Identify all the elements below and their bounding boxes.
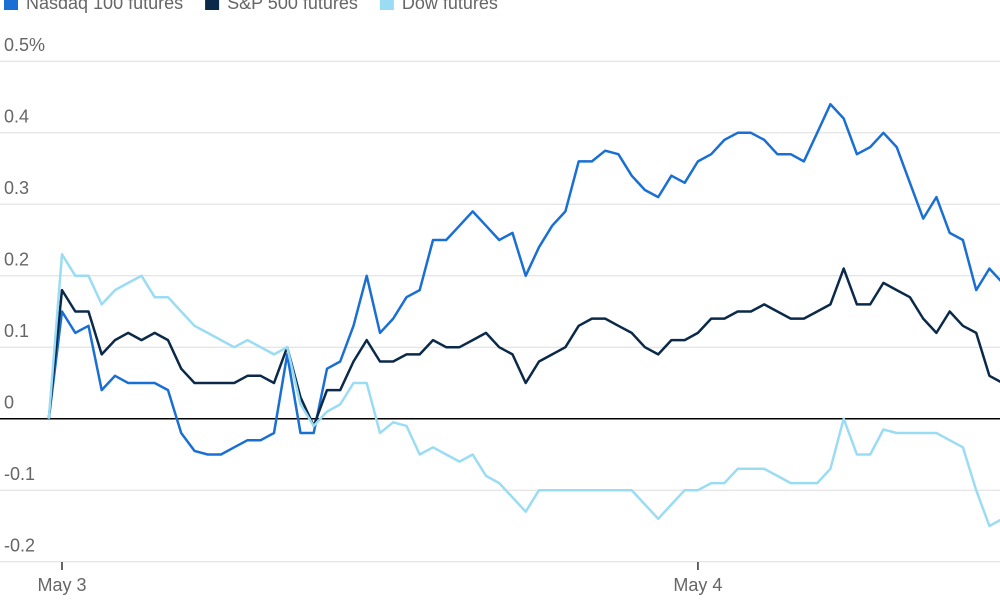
legend-swatch [379,0,394,10]
line-series [47,267,1000,428]
y-tick-label: 0.2 [4,250,29,270]
x-tick-label: May 3 [37,575,86,595]
y-tick-label: -0.2 [4,535,35,555]
legend-swatch [205,0,220,10]
legend-swatch [4,0,18,10]
x-tick-label: May 4 [673,575,722,595]
y-tick-label: 0.1 [4,321,29,341]
legend-label: Nasdaq 100 futures [26,0,183,13]
legend-label: Dow futures [402,0,498,13]
legend-label: S&P 500 futures [227,0,358,13]
y-tick-label: 0.4 [4,107,29,127]
line-series [47,102,1000,456]
y-tick-label: -0.1 [4,464,35,484]
line-series [47,253,1000,528]
y-tick-label: 0.5% [4,35,45,55]
y-tick-label: 0.3 [4,178,29,198]
y-tick-label: 0 [4,392,14,412]
